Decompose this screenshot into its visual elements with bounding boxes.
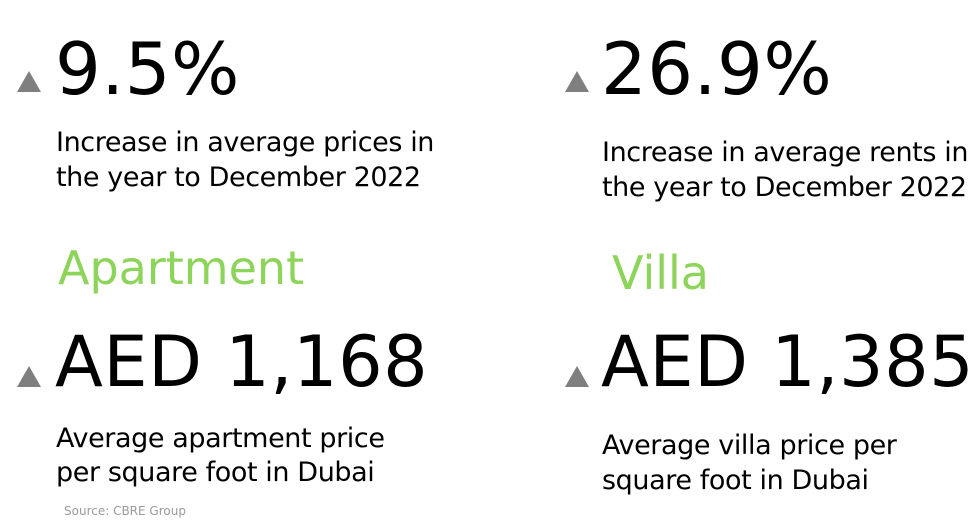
apartment-heading: Apartment: [58, 241, 305, 295]
villa-price-value: AED 1,385: [601, 321, 975, 403]
villa-change-increase-icon: [565, 71, 589, 92]
apartment-change-description-line2: the year to December 2022: [56, 162, 421, 193]
villa-change-description-line1: Increase in average rents in: [602, 137, 969, 168]
apartment-change-value: 9.5%: [55, 27, 240, 111]
apartment-price-increase-icon: [17, 366, 41, 387]
villa-change-value: 26.9%: [601, 27, 833, 111]
villa-price-description-line1: Average villa price per: [602, 430, 897, 461]
apartment-price-description-line1: Average apartment price: [56, 423, 385, 454]
apartment-change-increase-icon: [17, 71, 41, 92]
villa-price-description-line2: square foot in Dubai: [602, 465, 869, 496]
apartment-price-value: AED 1,168: [55, 321, 429, 403]
source-note: Source: CBRE Group: [64, 504, 186, 518]
apartment-price-description-line2: per square foot in Dubai: [56, 457, 375, 488]
villa-change-description-line2: the year to December 2022: [602, 172, 967, 203]
villa-price-increase-icon: [565, 366, 589, 387]
apartment-change-description-line1: Increase in average prices in: [56, 127, 435, 158]
villa-heading: Villa: [612, 246, 709, 300]
